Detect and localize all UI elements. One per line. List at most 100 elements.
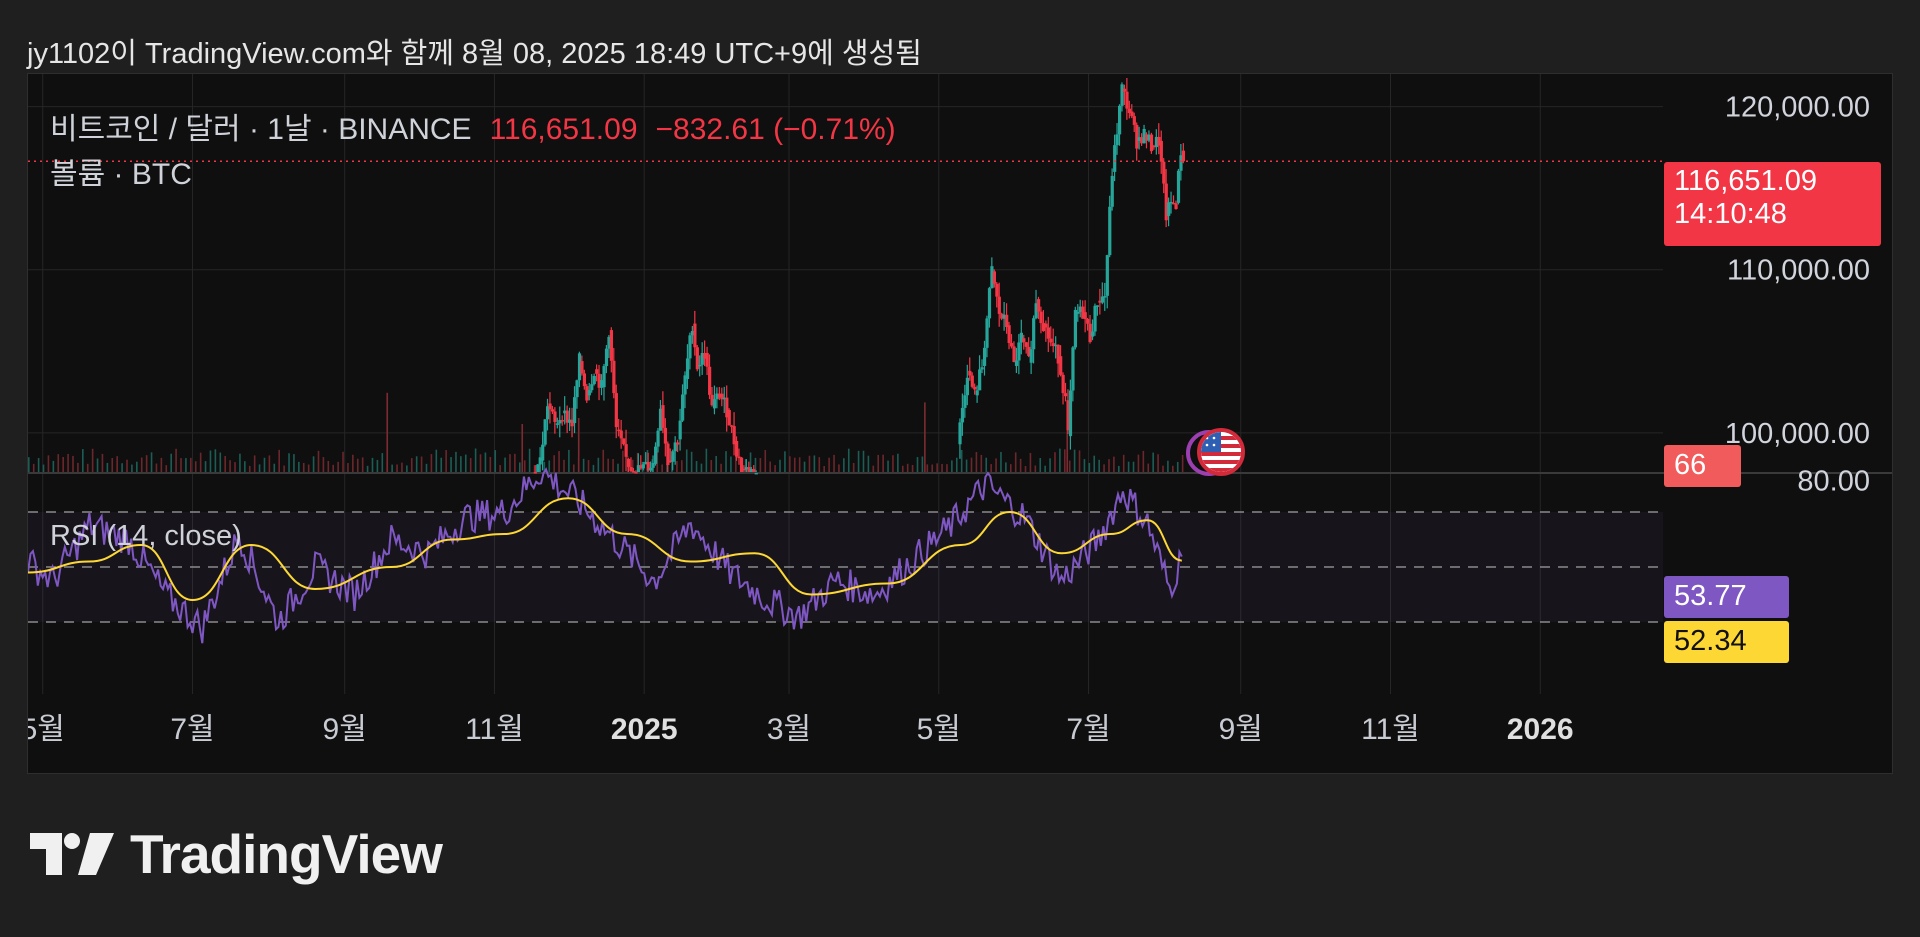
time-tick-label: 2026 <box>1507 713 1574 746</box>
volume-bar <box>843 458 845 472</box>
rsi-value-tag: 53.77 <box>1664 576 1789 618</box>
price-change: −832.61 (−0.71%) <box>655 113 896 146</box>
candle-body <box>1044 323 1048 328</box>
volume-bar <box>62 457 64 472</box>
price-chart[interactable]: 120,000.00 110,000.00 100,000.00 80.00 5월 7월 9… <box>28 74 1893 774</box>
volume-bar <box>445 450 447 472</box>
candle-body <box>604 348 609 367</box>
candle-body <box>1120 84 1124 106</box>
volume-bar <box>499 465 501 472</box>
volume-bar <box>960 449 963 472</box>
candle-body <box>614 393 618 428</box>
candle-body <box>1061 374 1065 394</box>
last-price: 116,651.09 <box>489 113 638 146</box>
volume-bar <box>661 464 663 472</box>
candle-body <box>550 409 555 412</box>
volume-bar <box>150 452 153 472</box>
volume-bar <box>1162 465 1164 472</box>
candle-body <box>1059 356 1063 375</box>
candle-body <box>612 360 616 394</box>
candle-body <box>1132 116 1136 125</box>
volume-bar <box>784 451 786 472</box>
candle-body <box>629 466 633 472</box>
volume-bar <box>931 464 934 472</box>
volume-bar <box>671 455 673 472</box>
volume-bar <box>337 461 339 472</box>
volume-bar <box>410 458 413 472</box>
volume-bar <box>170 453 172 472</box>
volume-bar <box>450 457 452 472</box>
tradingview-logo[interactable]: TradingView <box>30 823 443 885</box>
candle-body <box>688 335 692 359</box>
volume-bar <box>1172 465 1174 472</box>
volume-bar <box>911 464 914 472</box>
volume-bar <box>607 458 609 472</box>
candle-body <box>1118 105 1122 135</box>
volume-bar <box>175 448 177 472</box>
volume-bar <box>479 454 482 472</box>
volume-bar <box>72 455 74 472</box>
volume-bar <box>460 456 462 472</box>
volume-bar <box>474 448 477 472</box>
volume-bar <box>263 457 266 472</box>
volume-bar <box>592 464 595 472</box>
candle-body <box>1103 296 1107 298</box>
candle-body <box>695 347 699 370</box>
volume-bar <box>1029 452 1032 472</box>
candle-body <box>565 410 569 423</box>
volume-bar <box>484 452 487 472</box>
candle-body <box>683 375 687 395</box>
candle-body <box>577 353 582 381</box>
volume-bar <box>268 455 271 472</box>
volume-bar <box>970 457 973 472</box>
candle-body <box>712 399 717 409</box>
volume-bar <box>838 464 840 472</box>
volume-bar <box>1113 456 1115 472</box>
candle-body <box>1093 305 1097 332</box>
time-tick-label: 9월 <box>323 713 367 746</box>
volume-bar <box>37 458 40 472</box>
volume-bar <box>504 457 506 472</box>
candle-body <box>725 397 729 418</box>
candle-body <box>595 369 599 374</box>
volume-bar <box>951 460 953 472</box>
volume-bar <box>440 457 443 472</box>
candle-body <box>1086 319 1090 324</box>
candle-body <box>545 406 550 420</box>
candle-body <box>671 451 675 462</box>
price-tick-label: 110,000.00 <box>1727 255 1870 287</box>
volume-bar <box>298 461 300 472</box>
countdown-value: 14:10:48 <box>1674 198 1787 231</box>
candle-body <box>666 443 670 466</box>
volume-bar <box>892 455 894 472</box>
volume-bar <box>1142 450 1145 472</box>
volume-bar <box>322 457 325 472</box>
us-flag-icon[interactable] <box>1197 428 1245 476</box>
volume-bar <box>489 456 492 472</box>
volume-bar <box>700 463 703 472</box>
volume-bar <box>735 455 737 472</box>
volume-bar <box>494 450 497 472</box>
volume-bar <box>239 453 241 472</box>
volume-bar <box>28 457 30 472</box>
volume-bar <box>514 453 516 472</box>
volume-bar <box>715 455 717 472</box>
candle-body <box>1068 390 1073 437</box>
volume-bar <box>42 464 45 472</box>
candle-body <box>1140 137 1144 144</box>
time-tick-label: 2025 <box>611 713 678 746</box>
volume-bar <box>749 452 752 472</box>
time-tick-label: 7월 <box>1066 713 1110 746</box>
candle-body <box>560 420 564 422</box>
volume-bar <box>533 465 536 472</box>
candle-body <box>715 393 719 400</box>
candle-body <box>990 266 994 289</box>
volume-bar <box>730 456 732 472</box>
candle-body <box>678 420 682 440</box>
candle-body <box>693 323 697 348</box>
chart-panel[interactable]: 120,000.00 110,000.00 100,000.00 80.00 5월 7월 9… <box>27 73 1893 774</box>
candle-body <box>1142 128 1146 144</box>
candle-body <box>992 271 996 284</box>
volume-spike <box>521 424 524 472</box>
candle-body <box>1039 311 1043 324</box>
